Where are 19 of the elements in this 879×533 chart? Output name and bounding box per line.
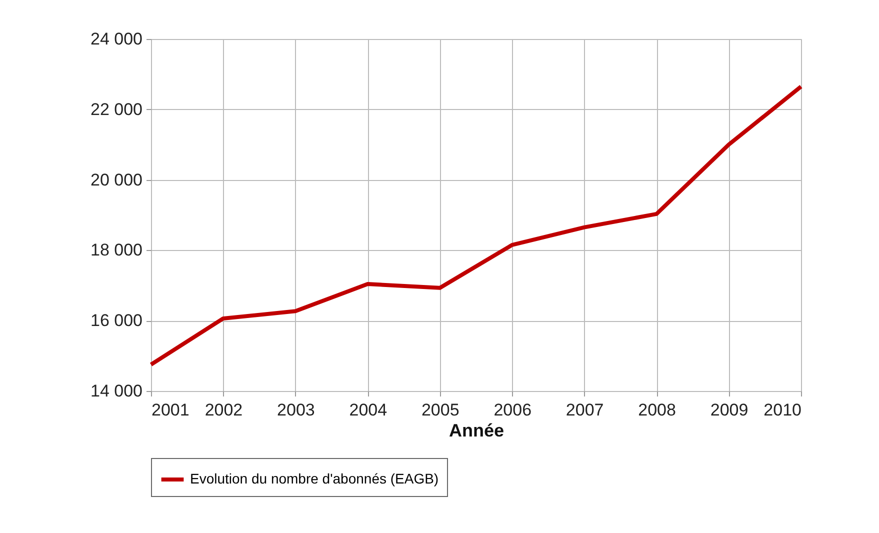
x-axis-title: Année [448,420,504,440]
x-tick-label: 2009 [710,400,748,420]
y-tick-label: 22 000 [90,100,142,119]
y-tick-label: 14 000 [90,382,142,400]
x-tick-label: 2010 [764,400,802,420]
x-tick-label: 2002 [204,400,243,420]
y-tick-label: 16 000 [90,311,142,330]
x-tick-label: 2005 [421,400,460,420]
x-tick-label: 2003 [277,400,315,420]
line-series [149,84,803,367]
y-tick-label: 24 000 [90,30,142,48]
x-tick-label: 2001 [152,400,190,420]
y-tick-label: 18 000 [90,240,142,260]
x-tick-label: 2008 [638,400,676,420]
legend-label: Evolution du nombre d'abonnés (EAGB) [190,470,439,486]
x-tick-label: 2006 [494,400,532,420]
x-tick-label: 2007 [566,400,604,420]
x-tick-label: 2004 [349,400,388,420]
y-tick-label: 20 000 [90,170,142,190]
